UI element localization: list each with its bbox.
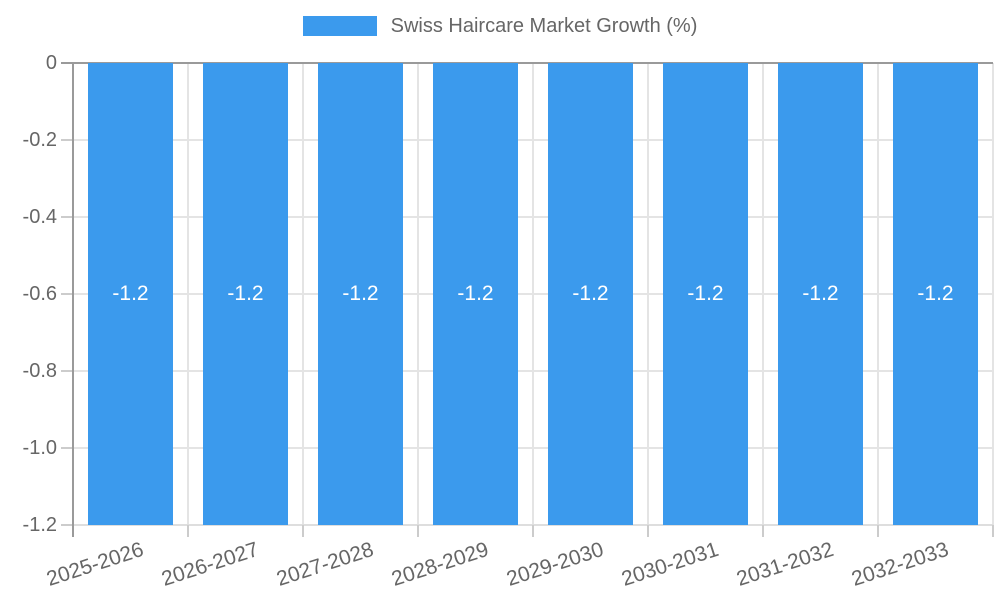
y-axis-tick-label: -1.2 — [22, 514, 57, 536]
bar — [778, 63, 863, 525]
bar-value-label: -1.2 — [112, 282, 149, 305]
bar — [893, 63, 978, 525]
bar — [318, 63, 403, 525]
y-axis-tick — [61, 447, 73, 449]
y-axis-tick — [61, 62, 73, 64]
gridline-horizontal — [73, 370, 993, 372]
bar-value-label: -1.2 — [457, 282, 494, 305]
bar-value-label: -1.2 — [227, 282, 264, 305]
y-axis-tick — [61, 370, 73, 372]
bar — [663, 63, 748, 525]
legend[interactable]: Swiss Haircare Market Growth (%) — [0, 0, 1000, 52]
bar — [88, 63, 173, 525]
gridline-horizontal — [73, 447, 993, 449]
bar-value-label: -1.2 — [802, 282, 839, 305]
y-axis-tick-label: -0.4 — [22, 206, 57, 228]
gridline-vertical — [992, 63, 994, 525]
bar — [548, 63, 633, 525]
x-axis-tick — [762, 525, 764, 537]
y-axis-tick — [61, 293, 73, 295]
x-axis-tick — [992, 525, 994, 537]
y-axis-tick-label: -0.8 — [22, 360, 57, 382]
y-axis-tick-label: 0 — [45, 52, 57, 74]
y-axis-tick-label: -1.0 — [22, 437, 57, 459]
bar-value-label: -1.2 — [342, 282, 379, 305]
x-axis-tick — [417, 525, 419, 537]
x-axis-tick — [532, 525, 534, 537]
y-axis-line — [72, 63, 74, 537]
y-axis-tick-label: -0.6 — [22, 283, 57, 305]
gridline-horizontal — [73, 216, 993, 218]
bar — [203, 63, 288, 525]
bar-value-label: -1.2 — [572, 282, 609, 305]
bar-value-label: -1.2 — [917, 282, 954, 305]
gridline-horizontal — [73, 293, 993, 295]
legend-label: Swiss Haircare Market Growth (%) — [390, 14, 698, 37]
y-axis-tick — [61, 216, 73, 218]
zero-line — [73, 62, 993, 64]
x-axis-tick — [877, 525, 879, 537]
y-axis-tick — [61, 139, 73, 141]
y-axis-tick — [61, 524, 73, 526]
y-axis-tick-label: -0.2 — [22, 129, 57, 151]
x-axis-tick — [187, 525, 189, 537]
bar-value-label: -1.2 — [687, 282, 724, 305]
x-axis-tick — [302, 525, 304, 537]
x-axis-tick — [647, 525, 649, 537]
gridline-horizontal — [73, 139, 993, 141]
legend-swatch-icon — [302, 16, 377, 36]
bar — [433, 63, 518, 525]
